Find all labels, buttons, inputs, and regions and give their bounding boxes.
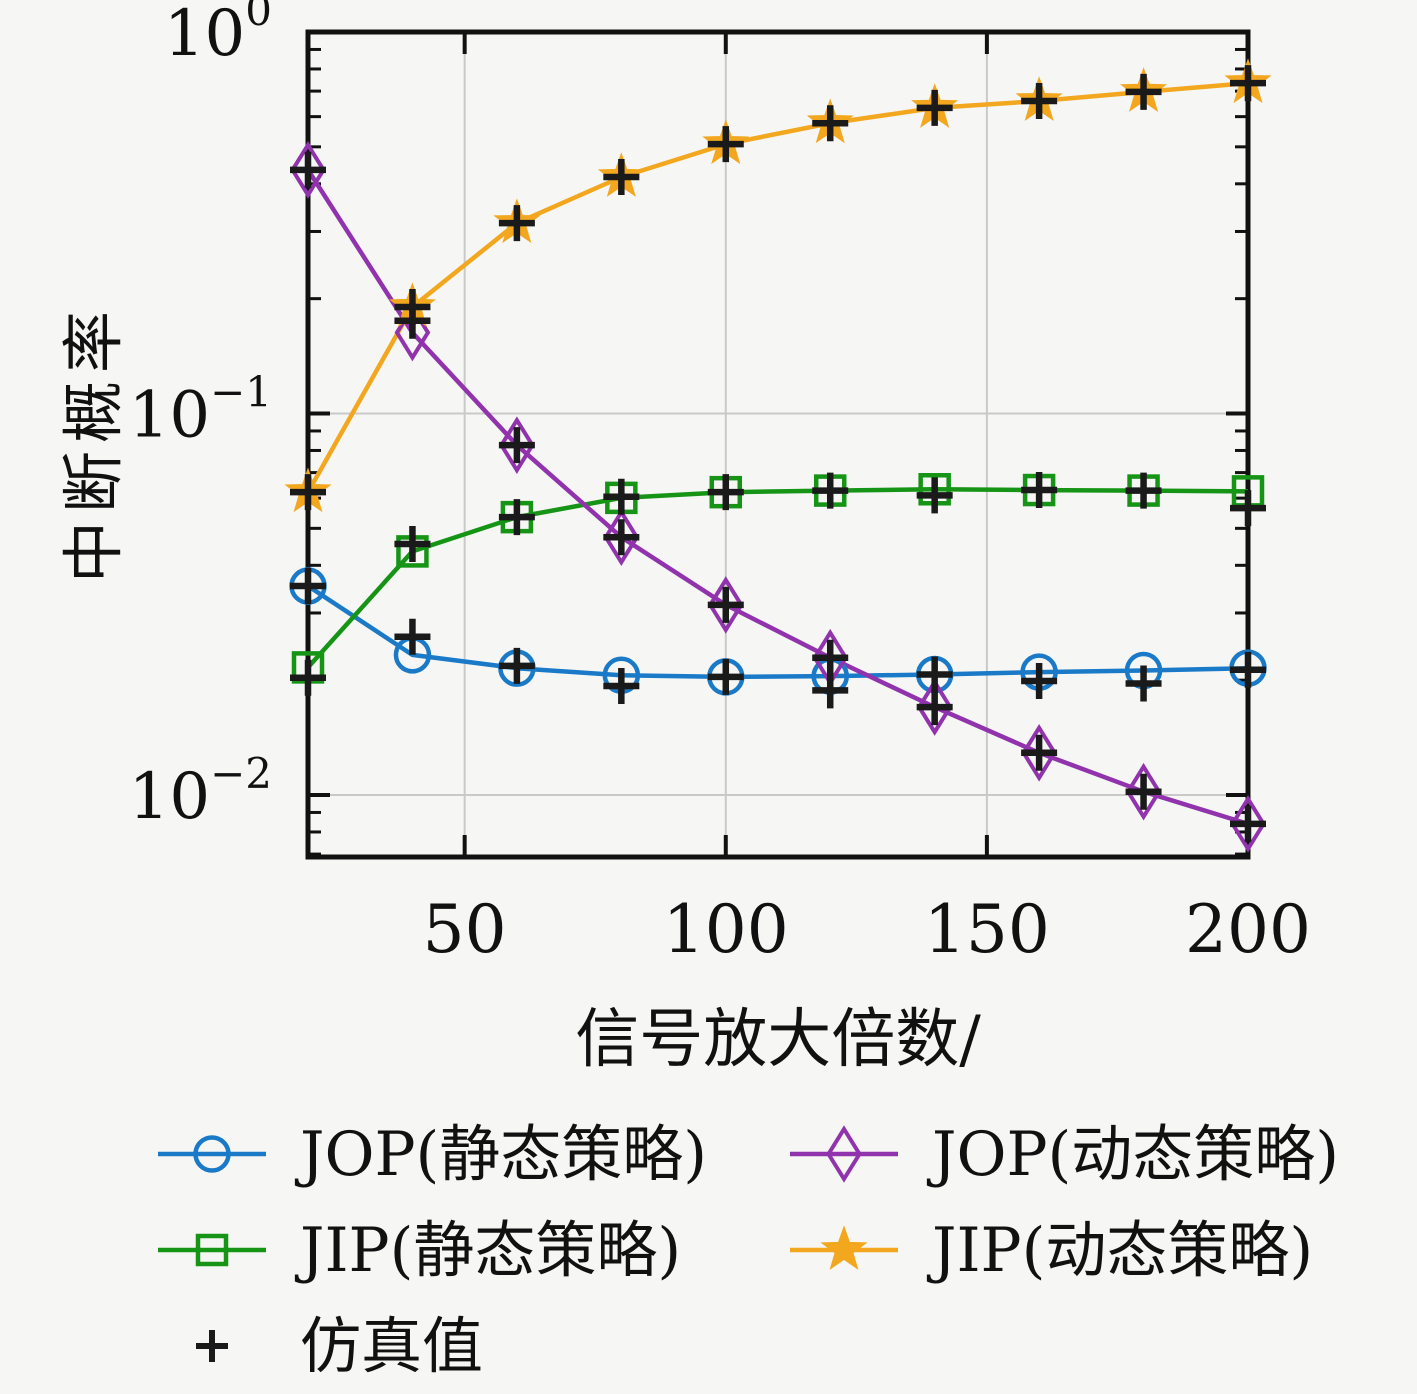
plus-marker: [812, 105, 849, 142]
plus-marker: [498, 499, 535, 536]
series-line-0: [306, 584, 1249, 680]
circle-line-marker-icon: [150, 1117, 300, 1191]
legend-item-jip-static: JIP(静态策略): [150, 1213, 782, 1287]
plus-marker: [603, 668, 640, 705]
plus-marker: [290, 568, 326, 605]
y-tick-label: 100: [164, 0, 272, 71]
plus-marker: [707, 658, 744, 695]
series-line-2: [306, 168, 1249, 827]
plus-marker: [812, 472, 849, 509]
plus-marker: [394, 288, 431, 325]
grid-lines: [308, 32, 1248, 857]
plus-marker: [707, 586, 744, 623]
diamond-marker: [1021, 724, 1057, 782]
plus-marker: [812, 639, 849, 676]
plus-marker: [707, 126, 744, 163]
x-tick-label: 100: [663, 891, 789, 968]
diamond-marker: [1230, 795, 1266, 853]
legend-label: 仿真值: [300, 1310, 484, 1382]
diamond-marker: [290, 141, 326, 199]
diamond-marker: [916, 678, 953, 736]
plus-marker: [812, 672, 849, 709]
diamond-line-marker-icon: [782, 1117, 932, 1191]
plus-marker: [1230, 651, 1266, 688]
diamond-marker: [394, 303, 431, 362]
plus-marker: [603, 519, 640, 556]
plus-marker: [1125, 773, 1162, 810]
x-tick-label: 200: [1185, 891, 1311, 968]
plus-marker: [498, 427, 535, 464]
axis-ticks: [308, 30, 1250, 857]
plus-marker: [603, 478, 640, 515]
star-marker: [820, 1225, 868, 1271]
y-axis-label: 中断概率: [57, 302, 130, 584]
plus-marker: [1230, 65, 1266, 102]
legend-label: JIP(静态策略): [300, 1214, 682, 1286]
series-markers-3: [284, 58, 1272, 513]
diamond-marker: [1125, 762, 1162, 821]
legend-row: JIP(静态策略) JIP(动态策略): [150, 1202, 1417, 1298]
plus-marker: [916, 689, 953, 726]
plus-marker: [1021, 662, 1058, 699]
plus-marker: [916, 477, 953, 514]
plot-box: [305, 29, 1251, 860]
plus-marker: [1230, 805, 1266, 842]
plus-marker: [1125, 472, 1162, 509]
legend-row: JOP(静态策略) JOP(动态策略): [150, 1106, 1417, 1202]
legend-item-jop-static: JOP(静态策略): [150, 1117, 782, 1191]
legend-label: JOP(动态策略): [932, 1118, 1340, 1190]
legend-item-jop-dynamic: JOP(动态策略): [782, 1117, 1414, 1191]
plus-marker: [1021, 472, 1058, 509]
plus-marker: [290, 474, 326, 511]
y-tick-label: 10−2: [129, 749, 272, 834]
plus-marker: [1125, 665, 1162, 702]
plus-marker: [394, 618, 431, 655]
legend-series-marker: [158, 1135, 266, 1173]
square-line-marker-icon: [150, 1213, 300, 1287]
y-tick-label: 10−1: [129, 368, 272, 453]
legend-plus: [196, 1330, 228, 1362]
series-markers-2: [290, 141, 1266, 853]
plus-marker: [290, 151, 326, 188]
square-marker: [195, 1233, 229, 1267]
circle-marker: [193, 1135, 231, 1173]
plus-marker: [1021, 83, 1058, 120]
plus-marker: [1125, 73, 1162, 110]
legend-series-marker: [158, 1233, 266, 1267]
diamond-marker: [499, 416, 535, 474]
plus-marker: [1021, 734, 1058, 771]
legend: JOP(静态策略) JOP(动态策略) JIP(静态策略) JIP(动态策略) …: [150, 1106, 1417, 1394]
diamond-marker: [707, 576, 744, 634]
plus-marker: [707, 474, 744, 511]
plus-marker: [498, 647, 535, 684]
chart-canvas: 100 10−1 10−2 50 100 150 200: [129, 0, 1311, 968]
legend-label: JIP(动态策略): [932, 1214, 1314, 1286]
tick-labels: 100 10−1 10−2: [129, 0, 272, 834]
plus-marker: [916, 656, 953, 693]
plus-marker: [916, 89, 953, 126]
legend-item-simulation: 仿真值: [150, 1309, 782, 1383]
plus-marker: [1230, 490, 1266, 527]
x-axis-label: 信号放大倍数/: [575, 1003, 981, 1077]
simulation-markers: [290, 65, 1266, 842]
diamond-marker: [603, 508, 640, 566]
plus-marker: [498, 205, 535, 242]
legend-row: 仿真值: [150, 1298, 1417, 1394]
x-tick-label: 150: [924, 891, 1050, 968]
plus-marker: [290, 659, 326, 696]
legend-series-marker: [790, 1225, 898, 1271]
plus-marker: [394, 525, 431, 562]
series-line-3: [306, 80, 1249, 494]
plus-marker: [603, 158, 640, 195]
plus-marker-icon: [150, 1309, 300, 1383]
legend-series-marker: [790, 1125, 898, 1183]
series-line-1: [306, 487, 1249, 669]
star-line-marker-icon: [782, 1213, 932, 1287]
legend-label: JOP(静态策略): [300, 1118, 708, 1190]
diamond-marker: [826, 1125, 862, 1183]
series-markers-1: [291, 473, 1265, 684]
legend-item-jip-dynamic: JIP(动态策略): [782, 1213, 1414, 1287]
x-tick-label: 50: [423, 891, 507, 968]
